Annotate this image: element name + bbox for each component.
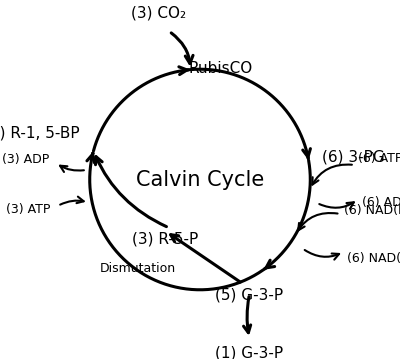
Text: (6) NAD(P)⁺: (6) NAD(P)⁺ — [347, 252, 400, 265]
Text: (3) ATP: (3) ATP — [6, 203, 51, 216]
Text: (3) CO₂: (3) CO₂ — [131, 6, 186, 21]
Text: (6) ATP: (6) ATP — [358, 151, 400, 164]
Text: (3) R-5-P: (3) R-5-P — [132, 231, 199, 246]
Text: (3) ADP: (3) ADP — [2, 153, 49, 166]
Text: Dismutation: Dismutation — [100, 262, 176, 275]
Text: (6) 3-PG: (6) 3-PG — [322, 149, 385, 164]
Text: (5) G-3-P: (5) G-3-P — [216, 287, 284, 302]
Text: RubisCO: RubisCO — [188, 61, 253, 76]
Text: (6) ADP: (6) ADP — [362, 196, 400, 209]
Text: Calvin Cycle: Calvin Cycle — [136, 169, 264, 190]
Text: (1) G-3-P: (1) G-3-P — [216, 346, 284, 359]
Text: (6) NAD(P)H: (6) NAD(P)H — [344, 204, 400, 217]
Text: (3) R-1, 5-BP: (3) R-1, 5-BP — [0, 126, 80, 141]
